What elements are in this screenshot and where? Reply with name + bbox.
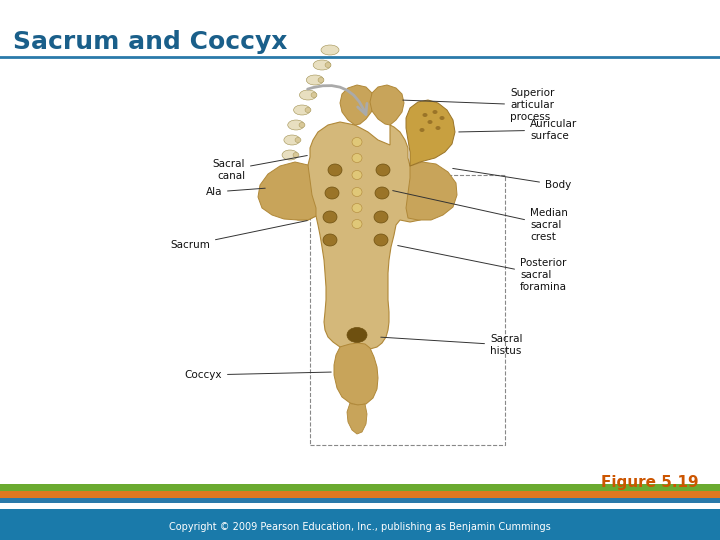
Ellipse shape — [305, 107, 311, 112]
Polygon shape — [370, 85, 404, 125]
Ellipse shape — [294, 105, 310, 115]
Ellipse shape — [311, 92, 317, 98]
Ellipse shape — [283, 165, 299, 175]
Polygon shape — [340, 85, 374, 125]
Polygon shape — [406, 162, 457, 220]
Polygon shape — [347, 403, 367, 434]
Polygon shape — [406, 100, 455, 166]
Ellipse shape — [323, 234, 337, 246]
Polygon shape — [334, 343, 378, 405]
Text: Superior
articular
process: Superior articular process — [402, 89, 554, 122]
Ellipse shape — [433, 110, 438, 114]
Ellipse shape — [325, 187, 339, 199]
Ellipse shape — [352, 171, 362, 179]
Ellipse shape — [284, 135, 300, 145]
Ellipse shape — [352, 138, 362, 146]
Ellipse shape — [313, 60, 331, 70]
Text: Body: Body — [453, 168, 571, 190]
Ellipse shape — [423, 113, 428, 117]
Ellipse shape — [287, 180, 302, 190]
Text: Sacral
canal: Sacral canal — [212, 156, 307, 181]
Ellipse shape — [323, 211, 337, 223]
Ellipse shape — [295, 138, 301, 143]
Text: Copyright © 2009 Pearson Education, Inc., publishing as Benjamin Cummings: Copyright © 2009 Pearson Education, Inc.… — [169, 522, 551, 532]
Ellipse shape — [420, 128, 425, 132]
Text: Coccyx: Coccyx — [184, 370, 331, 380]
Ellipse shape — [300, 90, 317, 100]
Ellipse shape — [298, 183, 304, 187]
Ellipse shape — [305, 203, 320, 213]
Ellipse shape — [374, 211, 388, 223]
Text: Figure 5.19: Figure 5.19 — [600, 475, 698, 490]
Ellipse shape — [375, 187, 389, 199]
Text: Ala: Ala — [205, 187, 265, 197]
Ellipse shape — [288, 120, 305, 130]
Ellipse shape — [294, 167, 300, 172]
Ellipse shape — [325, 63, 331, 68]
Bar — [0, 498, 720, 503]
Ellipse shape — [352, 219, 362, 228]
Ellipse shape — [321, 45, 339, 55]
Ellipse shape — [282, 150, 298, 160]
FancyArrowPatch shape — [307, 85, 367, 114]
Text: Auricular
surface: Auricular surface — [459, 119, 577, 141]
Ellipse shape — [352, 187, 362, 197]
Text: Sacrum and Coccyx: Sacrum and Coccyx — [13, 30, 287, 53]
Ellipse shape — [306, 75, 324, 85]
Ellipse shape — [328, 164, 342, 176]
Polygon shape — [258, 162, 316, 220]
Text: Sacral
histus: Sacral histus — [381, 334, 523, 356]
Ellipse shape — [439, 116, 444, 120]
Ellipse shape — [352, 204, 362, 213]
Ellipse shape — [318, 78, 324, 83]
Ellipse shape — [315, 206, 321, 211]
Bar — [0, 509, 720, 540]
Ellipse shape — [374, 234, 388, 246]
Text: Sacrum: Sacrum — [170, 220, 307, 250]
Ellipse shape — [293, 152, 299, 158]
Bar — [0, 484, 720, 491]
Text: Posterior
sacral
foramina: Posterior sacral foramina — [397, 246, 567, 292]
Ellipse shape — [305, 195, 311, 200]
Ellipse shape — [294, 193, 310, 203]
Ellipse shape — [352, 153, 362, 163]
Bar — [0, 491, 720, 498]
Ellipse shape — [428, 120, 433, 124]
Ellipse shape — [376, 164, 390, 176]
Ellipse shape — [347, 327, 367, 342]
Bar — [0, 503, 720, 509]
Text: Median
sacral
crest: Median sacral crest — [392, 191, 568, 241]
Ellipse shape — [436, 126, 441, 130]
Polygon shape — [282, 122, 435, 350]
Ellipse shape — [299, 123, 305, 127]
